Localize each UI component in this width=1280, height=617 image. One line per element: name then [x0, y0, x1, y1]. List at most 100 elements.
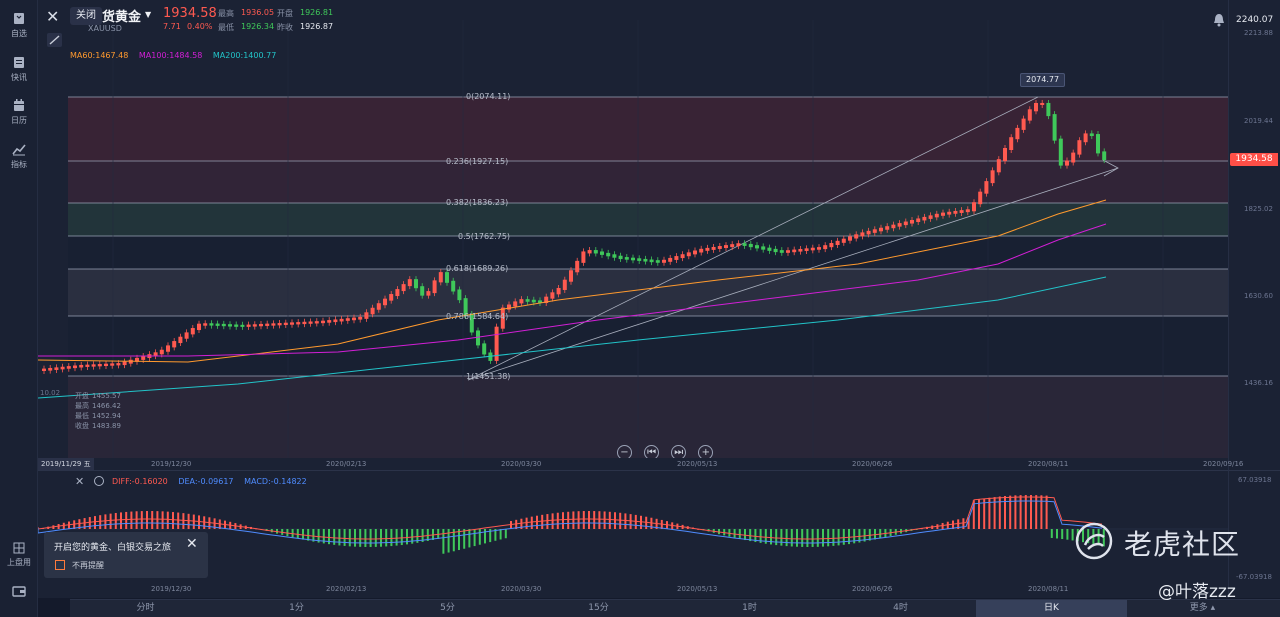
candle-body	[1021, 118, 1026, 130]
dont-remind-checkbox[interactable]	[55, 560, 65, 570]
timeframe-tabs: 分时 1分 5分 15分 1时 4时 日K 更多 ▴	[70, 599, 1280, 617]
ohlc-low-value: 1452.94	[92, 412, 121, 420]
sidebar-item-layout[interactable]: 上盘用	[0, 542, 38, 568]
candle-body	[60, 366, 65, 370]
candle-body	[990, 170, 995, 184]
macd-histogram-bar	[83, 518, 86, 529]
candle-body	[711, 246, 716, 250]
chevron-down-icon[interactable]: ▼	[145, 10, 152, 19]
candle-body	[85, 364, 90, 367]
tab-4hour[interactable]: 4时	[893, 603, 908, 613]
fib-level-label: 0.5(1762.75)	[458, 232, 511, 241]
tab-intraday[interactable]: 分时	[136, 603, 155, 613]
candle-body	[135, 357, 139, 362]
macd-histogram-bar	[640, 515, 642, 529]
sidebar-item-label: 日历	[11, 116, 27, 125]
cursor-date: 2019/11/29 五	[38, 458, 94, 470]
candle-body	[618, 255, 623, 260]
candle-body	[668, 257, 673, 262]
ohlc-high-value: 1466.42	[92, 402, 121, 410]
candle-body	[407, 279, 412, 287]
ohlc-open-label: 开盘	[75, 392, 89, 400]
macd-chart[interactable]	[37, 470, 1228, 598]
macd-histogram-bar	[1045, 495, 1048, 529]
macd-histogram-bar	[1056, 529, 1058, 539]
macd-histogram-bar	[94, 516, 96, 529]
tab-5min[interactable]: 5分	[440, 603, 455, 613]
tab-1min[interactable]: 1分	[289, 603, 304, 613]
macd-histogram-bar	[208, 517, 211, 529]
tab-more[interactable]: 更多 ▴	[1189, 603, 1216, 613]
candle-body	[742, 243, 747, 246]
price-axis-label: 1630.60	[1244, 292, 1273, 300]
gear-icon[interactable]	[94, 476, 104, 486]
macd-histogram-bar	[1004, 496, 1006, 529]
close-icon[interactable]: ✕	[46, 7, 60, 26]
close-icon[interactable]: ✕	[186, 536, 198, 552]
bell-icon[interactable]	[1213, 13, 1225, 27]
tab-1hour[interactable]: 1时	[742, 603, 757, 613]
macd-histogram-bar	[473, 529, 476, 547]
close-icon[interactable]: ✕	[75, 475, 85, 488]
macd-histogram-bar	[567, 511, 570, 529]
tab-15min[interactable]: 15分	[588, 603, 609, 613]
candlestick-chart[interactable]	[37, 0, 1228, 470]
macd-histogram-bar	[978, 499, 980, 529]
tab-daily[interactable]: 日K	[976, 600, 1127, 617]
draw-tool-icon[interactable]	[46, 32, 64, 48]
candle-body	[420, 286, 425, 296]
macd-histogram-bar	[998, 496, 1001, 529]
ohlc-low-label: 最低	[75, 412, 89, 420]
low-value: 1926.34	[241, 22, 275, 31]
macd-date-label: 2020/05/13	[677, 585, 718, 593]
candle-body	[699, 248, 704, 253]
low-label: 最低	[218, 23, 234, 32]
prev-close-label: 昨收	[277, 23, 293, 32]
price-axis[interactable]	[1228, 0, 1280, 470]
prev-close-value: 1926.87	[300, 22, 334, 31]
macd-histogram-bar	[608, 511, 611, 529]
macd-histogram-bar	[338, 529, 341, 546]
candle-body	[556, 287, 561, 295]
instrument-name[interactable]: 货黄金	[102, 10, 142, 25]
macd-histogram-bar	[182, 513, 185, 529]
candle-body	[829, 243, 834, 248]
candle-body	[246, 324, 251, 327]
sidebar-item-watchlist[interactable]: 自选	[0, 12, 38, 39]
macd-histogram-bar	[406, 529, 408, 545]
macd-histogram-bar	[562, 512, 564, 529]
candle-body	[649, 259, 654, 263]
sidebar-item-news[interactable]: 快讯	[0, 56, 38, 83]
candle-body	[141, 356, 146, 360]
candle-body	[469, 313, 474, 333]
macd-histogram-bar	[364, 529, 367, 547]
close-button[interactable]: 关闭	[70, 7, 102, 25]
candle-body	[655, 260, 660, 263]
macd-histogram-bar	[187, 513, 190, 529]
candle-body	[302, 321, 307, 325]
price-axis-label: 2213.88	[1244, 29, 1273, 37]
candle-body	[922, 216, 927, 221]
candle-body	[352, 317, 356, 321]
candle-body	[674, 256, 679, 260]
candle-body	[1071, 152, 1076, 163]
candle-body	[321, 320, 325, 324]
macd-histogram-bar	[1050, 529, 1053, 538]
candle-body	[872, 229, 877, 233]
candle-body	[290, 322, 294, 325]
macd-histogram-bar	[307, 529, 310, 541]
sidebar-item-wallet[interactable]	[0, 586, 38, 600]
sidebar-item-indicators[interactable]: 指标	[0, 143, 38, 170]
sidebar-item-calendar[interactable]: 日历	[0, 99, 38, 126]
candle-body	[860, 232, 865, 237]
candle-body	[457, 289, 462, 301]
macd-histogram-bar	[348, 529, 351, 547]
macd-histogram-bar	[68, 521, 70, 529]
macd-histogram-bar	[73, 520, 76, 529]
candle-body	[903, 221, 908, 226]
macd-histogram-bar	[1082, 529, 1084, 543]
candle-body	[203, 323, 208, 326]
candle-body	[1027, 109, 1032, 121]
ma200-line	[37, 276, 1107, 399]
price-fragment: 10.02	[40, 389, 61, 397]
